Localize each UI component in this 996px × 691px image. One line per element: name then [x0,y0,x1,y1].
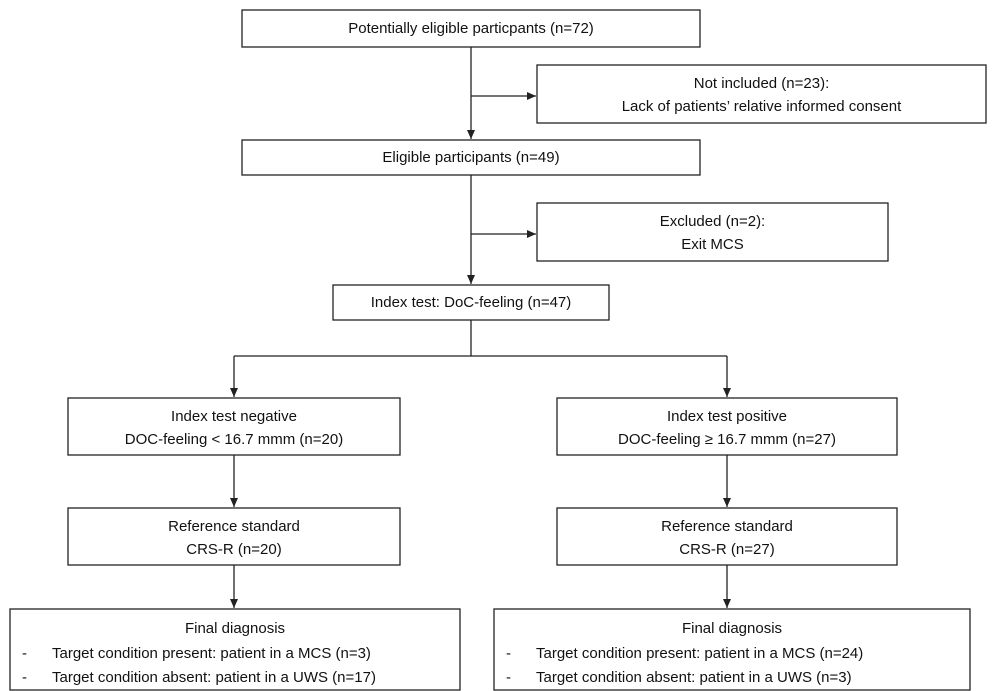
box-title: Final diagnosis [185,620,285,637]
box-text: CRS-R (n=20) [186,541,281,558]
box-text: CRS-R (n=27) [679,541,774,558]
flow-box [536,64,987,124]
flow-box [9,608,461,691]
box-item: Target condition present: patient in a M… [536,645,863,662]
box-title: Final diagnosis [682,620,782,637]
box-text: DOC-feeling < 16.7 mmm (n=20) [125,431,343,448]
flow-box [493,608,971,691]
box-text: Exit MCS [681,236,744,253]
box-item: Target condition present: patient in a M… [52,645,371,662]
box-text: Not included (n=23): [694,75,830,92]
box-text: Excluded (n=2): [660,213,765,230]
box-text: Index test negative [171,408,297,425]
flow-box [241,9,701,48]
flow-box [332,284,610,321]
connectors [230,47,731,608]
flow-box [556,507,898,566]
bullet: - [506,645,511,662]
box-text: Potentially eligible particpants (n=72) [348,20,594,37]
box-text: DOC-feeling ≥ 16.7 mmm (n=27) [618,431,836,448]
flow-box [67,397,401,456]
box-text: Reference standard [661,518,793,535]
bullet: - [506,669,511,686]
box-text: Index test: DoC-feeling (n=47) [371,294,572,311]
flow-box [67,507,401,566]
box-text: Reference standard [168,518,300,535]
flow-box [241,139,701,176]
connector [234,320,472,357]
box-item: Target condition absent: patient in a UW… [52,669,376,686]
bullet: - [22,669,27,686]
flow-box [556,397,898,456]
box-text: Index test positive [667,408,787,425]
bullet: - [22,645,27,662]
box-text: Eligible participants (n=49) [382,149,559,166]
box-item: Target condition absent: patient in a UW… [536,669,852,686]
box-text: Lack of patients’ relative informed cons… [622,98,902,115]
flow-box [536,202,889,262]
